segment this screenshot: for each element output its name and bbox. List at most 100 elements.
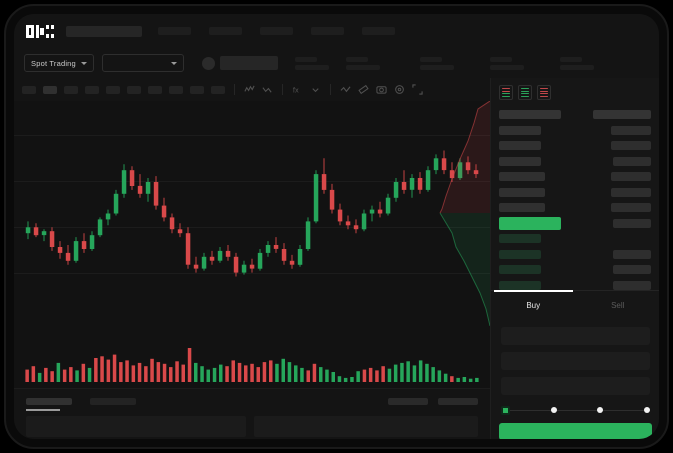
stat-label [294, 56, 317, 62]
slider-step-2[interactable] [550, 407, 557, 413]
bid-size [613, 265, 651, 274]
nav-item-2[interactable] [209, 27, 242, 35]
tab-buy[interactable]: Buy [491, 290, 576, 320]
search-input[interactable] [66, 25, 142, 37]
orderbook-bids-view-icon[interactable] [518, 85, 532, 100]
pair-select-dropdown[interactable] [101, 54, 184, 72]
line-chart-icon[interactable] [244, 84, 255, 95]
timeframe-button-10[interactable] [211, 85, 225, 94]
orderbook-ask-row[interactable] [499, 124, 651, 137]
trading-mode-dropdown[interactable]: Spot Trading [24, 54, 94, 72]
timeframe-button-4[interactable] [85, 85, 99, 94]
submit-order-button[interactable] [499, 423, 652, 439]
last-price-highlight [499, 216, 561, 230]
orderbook-spread-row[interactable] [499, 216, 651, 230]
app-screen: Spot Trading [14, 14, 659, 439]
timeframe-button-7[interactable] [148, 85, 162, 94]
nav-item-4[interactable] [311, 27, 344, 35]
timeframe-button-6[interactable] [127, 85, 141, 94]
okx-logo[interactable] [26, 24, 54, 38]
timeframe-button-2[interactable] [43, 85, 57, 94]
order-total-field[interactable] [501, 377, 650, 395]
fullscreen-icon[interactable] [412, 84, 423, 95]
nav-item-1[interactable] [158, 27, 191, 35]
stat-value [489, 64, 524, 70]
toolbar-divider [282, 84, 283, 95]
slider-step-4[interactable] [643, 407, 650, 413]
order-price-field[interactable] [501, 327, 650, 345]
ask-size [611, 172, 651, 181]
stat-label [489, 56, 512, 62]
bottom-action-1[interactable] [388, 398, 428, 405]
bid-size [613, 249, 651, 259]
ask-price [499, 172, 545, 181]
tab-sell[interactable]: Sell [611, 301, 625, 310]
bottom-tab-2[interactable] [90, 398, 136, 405]
candlestick-icon[interactable] [262, 84, 273, 95]
orderbook-bid-row[interactable] [499, 279, 651, 292]
slider-step-1[interactable] [501, 405, 510, 415]
ruler-icon[interactable] [358, 84, 369, 95]
orderbook-ask-row[interactable] [499, 155, 651, 168]
camera-icon[interactable] [376, 84, 387, 95]
stat-value [345, 64, 380, 70]
spread-value [613, 218, 651, 228]
price-chart[interactable] [14, 101, 490, 326]
timeframe-button-1[interactable] [22, 85, 36, 94]
settings-icon[interactable] [394, 84, 405, 95]
buy-sell-tabs: Buy Sell [491, 290, 659, 320]
bid-size [613, 280, 651, 290]
timeframe-button-3[interactable] [64, 85, 78, 94]
bottom-tab-1[interactable] [26, 398, 72, 411]
timeframe-button-8[interactable] [169, 85, 183, 94]
stat-value [419, 64, 454, 70]
timeframe-button-5[interactable] [106, 85, 120, 94]
market-stat-2 [345, 56, 380, 70]
stat-value [559, 64, 594, 70]
orderbook-bid-row[interactable] [499, 263, 651, 276]
orderbook-bid-row[interactable] [499, 232, 651, 245]
stat-value [294, 64, 329, 70]
bottom-content-panel-1 [26, 416, 246, 437]
logo-glyph-o [26, 24, 34, 38]
orderbook-ask-row[interactable] [499, 186, 651, 199]
orderbook-asks-view-icon[interactable] [537, 85, 551, 100]
orderbook-mixed-view-icon[interactable] [499, 85, 513, 100]
orderbook[interactable] [491, 106, 659, 300]
bottom-action-2[interactable] [438, 398, 478, 405]
slider-step-3[interactable] [597, 407, 604, 413]
orderbook-ask-row[interactable] [499, 139, 651, 152]
ask-price [499, 141, 541, 150]
timeframe-button-9[interactable] [190, 85, 204, 94]
order-form [491, 320, 659, 402]
ask-price [499, 125, 541, 135]
column-header-right [593, 110, 651, 119]
pair-name-label [219, 56, 278, 70]
orderbook-ask-row[interactable] [499, 201, 651, 214]
chevron-down-icon [170, 61, 177, 65]
ask-size [611, 203, 651, 212]
market-subbar: Spot Trading [14, 48, 659, 78]
nav-item-5[interactable] [362, 27, 395, 35]
indicator-icon[interactable]: fx [292, 84, 303, 95]
trend-line-icon[interactable] [340, 84, 351, 95]
order-amount-field[interactable] [501, 352, 650, 370]
ask-price [499, 156, 541, 166]
nav-item-3[interactable] [260, 27, 293, 35]
chevron-down-icon [80, 61, 87, 65]
ask-size [611, 187, 651, 197]
pair-avatar [201, 56, 215, 70]
orderbook-bid-row[interactable] [499, 248, 651, 261]
order-panel: Buy Sell [490, 78, 659, 439]
market-stat-1 [294, 56, 329, 70]
slider-track [507, 409, 644, 411]
orderbook-ask-row[interactable] [499, 170, 651, 183]
stat-label [345, 56, 368, 62]
bid-price [499, 249, 541, 259]
volume-chart[interactable] [14, 326, 490, 388]
chevron-down-icon[interactable] [310, 84, 321, 95]
orderbook-view-modes [491, 78, 659, 106]
candlestick-series [25, 150, 479, 277]
svg-text:fx: fx [293, 85, 299, 94]
amount-slider[interactable] [501, 404, 650, 416]
